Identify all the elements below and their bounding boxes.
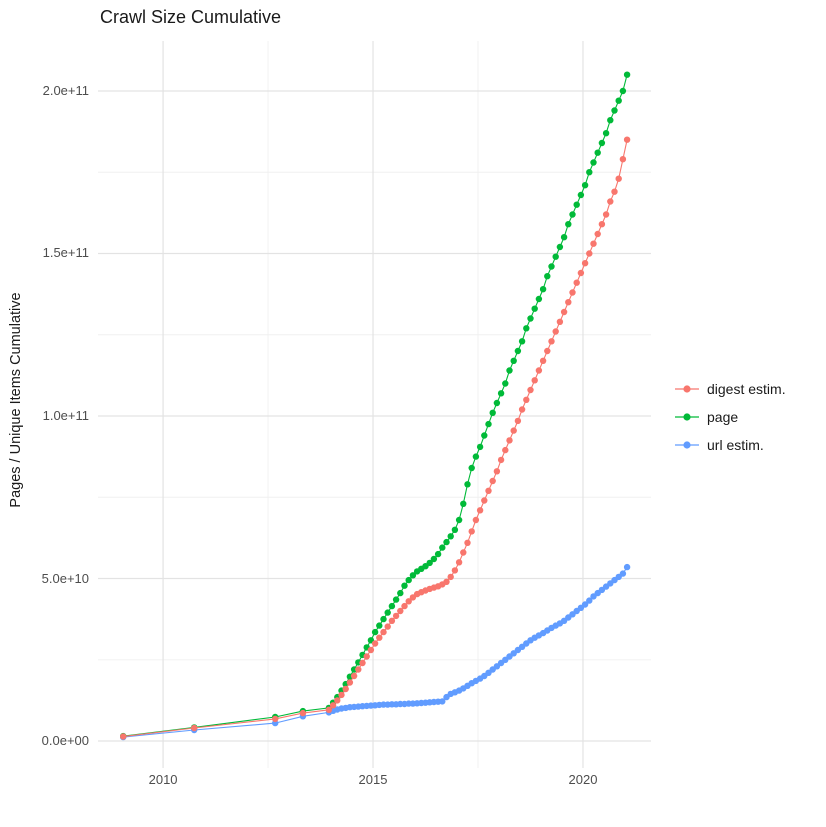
chart-title: Crawl Size Cumulative (100, 7, 282, 27)
legend-label-digest-estim: digest estim. (707, 380, 786, 397)
legend-label-page: page (707, 408, 739, 425)
y-tick-label: 0.0e+00 (41, 733, 89, 749)
y-tick-label: 1.0e+11 (42, 408, 89, 423)
y-tick-label: 2.0e+11 (42, 82, 89, 98)
legend-key-digest-icon (675, 384, 699, 393)
x-tick-label: 2015 (358, 772, 388, 787)
legend-item-url-estim: url estim. (674, 435, 786, 454)
legend-key-url-icon (675, 440, 699, 449)
legend-key-page-icon (675, 412, 699, 421)
y-tick-label: 5.0e+10 (41, 570, 89, 586)
legend: digest estim. page url estim. (674, 379, 786, 454)
y-tick-label: 1.5e+11 (42, 245, 89, 261)
x-tick-label: 2020 (568, 772, 598, 787)
legend-label-url-estim: url estim. (707, 436, 764, 453)
legend-item-page: page (674, 407, 786, 426)
x-tick-label: 2010 (148, 772, 178, 787)
legend-item-digest-estim: digest estim. (674, 379, 786, 398)
